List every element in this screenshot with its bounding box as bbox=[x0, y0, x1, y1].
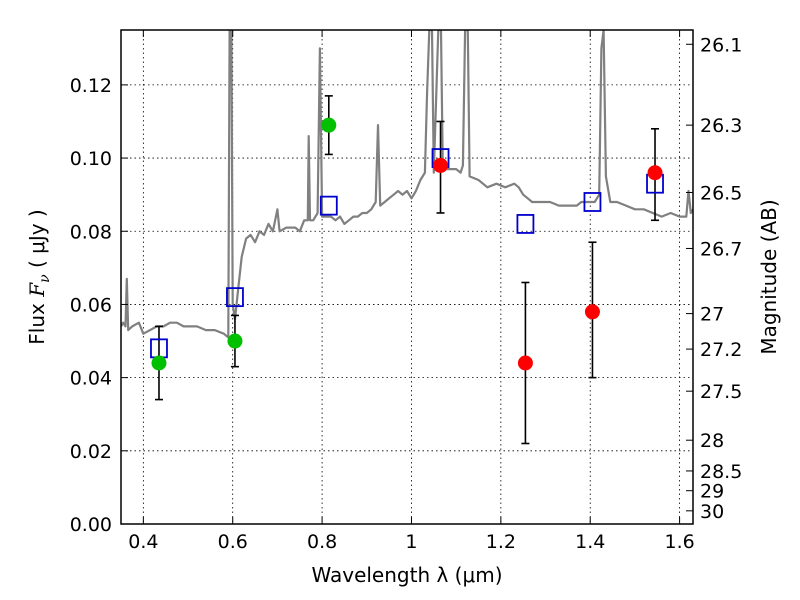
y-axis-label: Flux Fν ( μJy ) bbox=[25, 209, 53, 344]
y-axis-label-subscript: ν bbox=[37, 274, 53, 283]
data-point-marker bbox=[227, 333, 243, 349]
model-square-marker bbox=[583, 192, 602, 212]
y-axis-label-suffix: ( μJy ) bbox=[25, 209, 49, 274]
y-tick-label: 0.10 bbox=[70, 148, 112, 170]
data-point-marker bbox=[647, 165, 663, 181]
x-tick-label: 1 bbox=[405, 531, 417, 553]
y2-tick-label: 27.5 bbox=[700, 381, 742, 403]
y2-tick-label: 27.2 bbox=[700, 339, 742, 361]
y2-tick-label: 30 bbox=[700, 501, 724, 523]
y2-tick-label: 29 bbox=[700, 481, 724, 503]
y2-tick-label: 28.5 bbox=[700, 461, 742, 483]
data-layer bbox=[121, 30, 693, 339]
y-tick-label: 0.02 bbox=[70, 441, 112, 463]
x-tick-label: 0.6 bbox=[218, 531, 248, 553]
y2-axis-label: Magnitude (AB) bbox=[757, 199, 781, 354]
markers bbox=[150, 117, 664, 371]
data-point-marker bbox=[433, 157, 449, 173]
y2-tick-label: 26.3 bbox=[700, 115, 742, 137]
x-tick-label: 0.8 bbox=[307, 531, 337, 553]
y2-tick-label: 26.1 bbox=[700, 34, 742, 56]
data-point-marker bbox=[321, 117, 337, 133]
y-tick-label: 0.08 bbox=[70, 221, 112, 243]
data-point-marker bbox=[584, 304, 600, 320]
y-tick-label: 0.00 bbox=[70, 514, 112, 536]
data-point-marker bbox=[517, 355, 533, 371]
model-square-marker bbox=[516, 214, 535, 234]
spectrum-line bbox=[121, 30, 693, 339]
y-tick-label: 0.12 bbox=[70, 75, 112, 97]
y-tick-label: 0.04 bbox=[70, 368, 112, 390]
x-axis-label: Wavelength λ (μm) bbox=[311, 563, 502, 587]
y2-tick-label: 28 bbox=[700, 430, 724, 452]
y-axis-label-symbol: F bbox=[25, 282, 49, 298]
x-tick-label: 1.6 bbox=[664, 531, 694, 553]
model-square-marker bbox=[226, 287, 244, 308]
x-tick-label: 1.4 bbox=[575, 531, 605, 553]
data-point-marker bbox=[151, 355, 167, 371]
y2-tick-label: 26.7 bbox=[700, 238, 742, 260]
x-tick-label: 1.2 bbox=[486, 531, 516, 553]
model-square-marker bbox=[319, 195, 338, 216]
plot-frame bbox=[120, 29, 694, 525]
y2-tick-label: 26.5 bbox=[700, 182, 742, 204]
y2-tick-label: 27 bbox=[700, 304, 724, 326]
y-axis-label-prefix: Flux bbox=[25, 297, 49, 345]
ticks: 0.4 0.6 0.8 1 1.2 1.4 1.6 0.00 0.02 0.04 0.06 0.08 0… bbox=[70, 30, 742, 553]
y-tick-label: 0.06 bbox=[70, 294, 112, 316]
plot-background bbox=[121, 30, 693, 524]
x-tick-label: 0.4 bbox=[128, 531, 158, 553]
